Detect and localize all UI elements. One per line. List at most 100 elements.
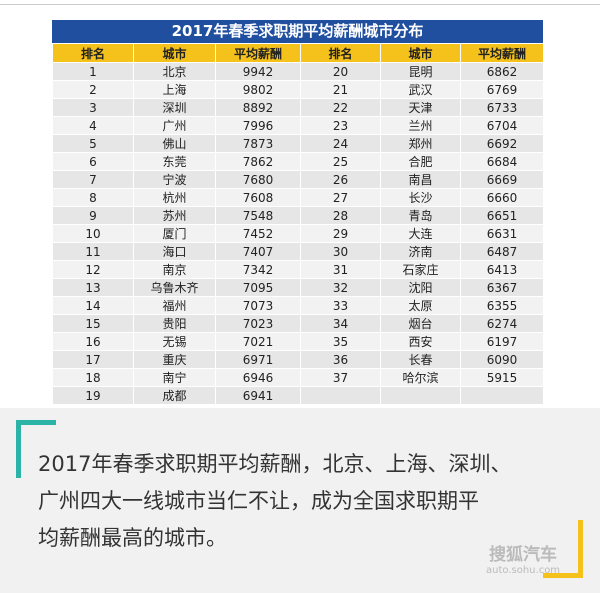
- cell: 27: [300, 188, 381, 207]
- cell: 烟台: [380, 314, 461, 333]
- row: 5 佛山 7873 24 郑州 6692: [52, 134, 544, 153]
- cell: 6355: [460, 296, 544, 315]
- watermark-url: auto.sohu.com: [486, 565, 561, 576]
- cell: 济南: [380, 242, 461, 261]
- row: 6 东莞 7862 25 合肥 6684: [52, 152, 544, 171]
- cell: 34: [300, 314, 381, 333]
- header-cell: 平均薪酬: [460, 43, 544, 63]
- cell: 6684: [460, 152, 544, 171]
- row: 16 无锡 7021 35 西安 6197: [52, 332, 544, 351]
- cell: 9802: [215, 80, 301, 99]
- cell: 4: [52, 116, 134, 135]
- cell: 杭州: [133, 188, 216, 207]
- cell: 6660: [460, 188, 544, 207]
- cell: 5915: [460, 368, 544, 387]
- cell: 7: [52, 170, 134, 189]
- cell: 天津: [380, 98, 461, 117]
- cell: 6941: [215, 386, 301, 405]
- cell: 贵阳: [133, 314, 216, 333]
- cell: 昆明: [380, 62, 461, 81]
- cell: 海口: [133, 242, 216, 261]
- cell: 13: [52, 278, 134, 297]
- cell: 6862: [460, 62, 544, 81]
- cell: 7680: [215, 170, 301, 189]
- empty-cell: [300, 386, 381, 405]
- row: 11 海口 7407 30 济南 6487: [52, 242, 544, 261]
- cell: 6274: [460, 314, 544, 333]
- cell: 31: [300, 260, 381, 279]
- caption-line: 2017年春季求职期平均薪酬，北京、上海、深圳、: [38, 452, 512, 476]
- header-cell: 平均薪酬: [215, 43, 301, 63]
- cell: 兰州: [380, 116, 461, 135]
- cell: 9: [52, 206, 134, 225]
- cell: 深圳: [133, 98, 216, 117]
- cell: 武汉: [380, 80, 461, 99]
- row: 13 乌鲁木齐 7095 32 沈阳 6367: [52, 278, 544, 297]
- row: 8 杭州 7608 27 长沙 6660: [52, 188, 544, 207]
- cell: 哈尔滨: [380, 368, 461, 387]
- cell: 1: [52, 62, 134, 81]
- header-cell: 排名: [52, 43, 134, 63]
- cell: 6197: [460, 332, 544, 351]
- cell: 5: [52, 134, 134, 153]
- cell: 东莞: [133, 152, 216, 171]
- row: 19 成都 6941: [52, 386, 544, 405]
- row: 17 重庆 6971 36 长春 6090: [52, 350, 544, 369]
- cell: 西安: [380, 332, 461, 351]
- cell: 6487: [460, 242, 544, 261]
- cell: 7073: [215, 296, 301, 315]
- header-cell: 城市: [380, 43, 461, 63]
- cell: 17: [52, 350, 134, 369]
- cell: 7452: [215, 224, 301, 243]
- header-cell: 排名: [300, 43, 381, 63]
- cell: 6704: [460, 116, 544, 135]
- cell: 6413: [460, 260, 544, 279]
- cell: 7021: [215, 332, 301, 351]
- bracket: [578, 520, 583, 578]
- cell: 20: [300, 62, 381, 81]
- cell: 3: [52, 98, 134, 117]
- row: 18 南宁 6946 37 哈尔滨 5915: [52, 368, 544, 387]
- cell: 苏州: [133, 206, 216, 225]
- cell: 25: [300, 152, 381, 171]
- cell: 6692: [460, 134, 544, 153]
- cell: 沈阳: [380, 278, 461, 297]
- row: 10 厦门 7452 29 大连 6631: [52, 224, 544, 243]
- cell: 7095: [215, 278, 301, 297]
- cell: 8: [52, 188, 134, 207]
- cell: 青岛: [380, 206, 461, 225]
- cell: 6651: [460, 206, 544, 225]
- cell: 长春: [380, 350, 461, 369]
- cell: 36: [300, 350, 381, 369]
- header-row: 排名 城市 平均薪酬 排名 城市 平均薪酬: [52, 43, 544, 63]
- cell: 7407: [215, 242, 301, 261]
- caption: 2017年春季求职期平均薪酬，北京、上海、深圳、 广州四大一线城市当仁不让，成为全…: [38, 446, 511, 557]
- table: 排名 城市 平均薪酬 排名 城市 平均薪酬 1 北京 9942 20 昆明 6862 2 上海 9802 21…: [52, 43, 544, 405]
- cell: 23: [300, 116, 381, 135]
- row: 4 广州 7996 23 兰州 6704: [52, 116, 544, 135]
- cell: 28: [300, 206, 381, 225]
- bracket: [16, 420, 21, 478]
- cell: 宁波: [133, 170, 216, 189]
- cell: 7996: [215, 116, 301, 135]
- cell: 无锡: [133, 332, 216, 351]
- cell: 广州: [133, 116, 216, 135]
- cell: 乌鲁木齐: [133, 278, 216, 297]
- cell: 14: [52, 296, 134, 315]
- header-cell: 城市: [133, 43, 216, 63]
- cell: 南京: [133, 260, 216, 279]
- cell: 33: [300, 296, 381, 315]
- table-wrap: 2017年春季求职期平均薪酬城市分布 排名 城市 平均薪酬 排名 城市 平均薪酬 1 北京 99…: [52, 20, 544, 405]
- cell: 重庆: [133, 350, 216, 369]
- cell: 合肥: [380, 152, 461, 171]
- empty-cell: [380, 386, 461, 405]
- cell: 太原: [380, 296, 461, 315]
- row: 12 南京 7342 31 石家庄 6413: [52, 260, 544, 279]
- cell: 30: [300, 242, 381, 261]
- cell: 上海: [133, 80, 216, 99]
- cell: 6367: [460, 278, 544, 297]
- row: 2 上海 9802 21 武汉 6769: [52, 80, 544, 99]
- row: 9 苏州 7548 28 青岛 6651: [52, 206, 544, 225]
- row: 15 贵阳 7023 34 烟台 6274: [52, 314, 544, 333]
